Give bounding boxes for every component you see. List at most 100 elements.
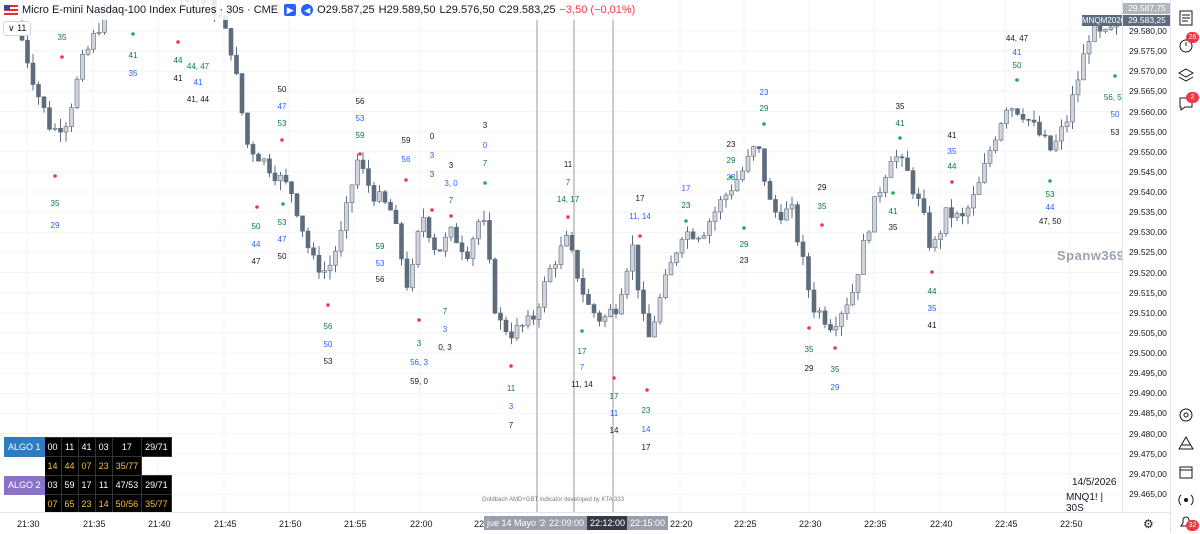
ohlc-high: H29.589,50 xyxy=(379,4,436,16)
bolt-icon[interactable]: ▶ xyxy=(284,4,296,16)
candle-body xyxy=(466,252,470,259)
signal-label: 35 xyxy=(58,33,67,42)
time-tick: 22 xyxy=(474,519,484,529)
candle-body xyxy=(735,180,739,191)
candle-body xyxy=(917,194,921,199)
watchlist-icon[interactable] xyxy=(1178,10,1194,26)
candle-body xyxy=(31,63,35,84)
ideas-icon[interactable] xyxy=(1178,435,1194,451)
price-tick: 29.550,00 xyxy=(1129,147,1167,157)
signal-dot xyxy=(60,55,64,59)
candle-body xyxy=(785,209,789,220)
signal-label: 23 xyxy=(682,201,691,210)
candle-body xyxy=(92,33,96,49)
signal-dot xyxy=(566,215,570,219)
crosshair-time-badge: 22:12:00 xyxy=(587,516,628,530)
algo-cell: 07 xyxy=(78,457,95,476)
calendar-icon[interactable] xyxy=(1178,464,1194,480)
symbol-title[interactable]: Micro E-mini Nasdaq-100 Index Futures · … xyxy=(22,4,278,16)
indicators-collapse-button[interactable]: ∨ 11 xyxy=(3,21,31,36)
candle-body xyxy=(1104,29,1108,31)
candle-body xyxy=(933,240,937,248)
signal-label: 56, 3 xyxy=(410,358,428,367)
signal-dot xyxy=(404,178,408,182)
candle-body xyxy=(383,192,387,203)
time-tick: 22:00 xyxy=(410,519,433,529)
signal-label: 11, 14 xyxy=(571,380,593,389)
candle-body xyxy=(944,208,948,234)
candle-body xyxy=(301,216,305,231)
signal-label: 59 xyxy=(356,131,365,140)
alerts-count-badge: 26 xyxy=(1186,32,1199,43)
candle-body xyxy=(97,32,101,33)
candle-body xyxy=(977,183,981,195)
settings-gear-icon[interactable]: ⚙ xyxy=(1143,517,1154,531)
candle-body xyxy=(268,159,272,173)
candle-body xyxy=(1071,95,1075,122)
layers-icon[interactable] xyxy=(1178,67,1194,83)
tradingview-logo[interactable]: 17 xyxy=(5,495,45,513)
candle-body xyxy=(482,220,486,221)
signal-label: 11 xyxy=(610,409,619,418)
replay-icon[interactable]: ◀ xyxy=(301,4,313,16)
candle-body xyxy=(356,160,360,185)
time-tick: 22:30 xyxy=(799,519,822,529)
candle-body xyxy=(1082,54,1086,80)
candle-body xyxy=(26,40,30,63)
candle-body xyxy=(460,243,464,252)
candle-body xyxy=(609,309,613,316)
signal-label: 44 xyxy=(174,56,183,65)
signal-dot xyxy=(509,364,513,368)
signal-label: 50 xyxy=(1013,61,1022,70)
candle-body xyxy=(922,199,926,213)
candle-body xyxy=(405,259,409,288)
signal-label: 11, 14 xyxy=(629,212,651,221)
signal-label: 35 xyxy=(51,199,60,208)
signal-label: 50 xyxy=(1111,110,1120,119)
signal-label: 23 xyxy=(740,256,749,265)
candle-body xyxy=(686,232,690,240)
candle-body xyxy=(1076,80,1080,95)
signal-label: 29 xyxy=(760,104,769,113)
candle-body xyxy=(1109,27,1113,30)
chart-date: 14/5/2026 xyxy=(1072,477,1117,488)
broadcast-icon[interactable] xyxy=(1178,492,1194,508)
ohlc-open: O29.587,25 xyxy=(317,4,375,16)
signal-label: 29 xyxy=(51,221,60,230)
signal-label: 17 xyxy=(610,392,619,401)
signal-label: 17 xyxy=(578,347,587,356)
signal-label: 35 xyxy=(818,202,827,211)
algo-cell: 29/71 xyxy=(142,476,172,495)
signal-label: 3 xyxy=(430,151,435,160)
candle-body xyxy=(1065,122,1069,127)
signal-label: 7 xyxy=(449,196,454,205)
candle-body xyxy=(295,194,299,216)
signal-label: 3 xyxy=(509,402,514,411)
right-toolbar xyxy=(1170,0,1200,533)
target-icon[interactable] xyxy=(1178,407,1194,423)
candle-body xyxy=(675,253,679,263)
signal-label: 41 xyxy=(129,51,138,60)
candle-body xyxy=(290,182,294,194)
signal-dot xyxy=(742,226,746,230)
candle-body xyxy=(823,311,827,325)
signal-label: 41 xyxy=(174,74,183,83)
candle-body xyxy=(372,185,376,201)
candle-body xyxy=(834,326,838,330)
candle-body xyxy=(339,230,343,251)
signal-dot xyxy=(449,214,453,218)
signal-label: 35 xyxy=(889,223,898,232)
signal-dot xyxy=(833,346,837,350)
algo-row-4: 17 07 65 23 14 50/56 35/77 xyxy=(5,495,172,513)
algo-cell: 65 xyxy=(61,495,78,513)
signal-dot xyxy=(729,175,733,179)
candle-body xyxy=(251,144,255,154)
signal-dot xyxy=(483,181,487,185)
algo-cell: 14 xyxy=(44,457,61,476)
algo-cell: 17 xyxy=(112,438,142,457)
time-tick: 21:55 xyxy=(344,519,367,529)
